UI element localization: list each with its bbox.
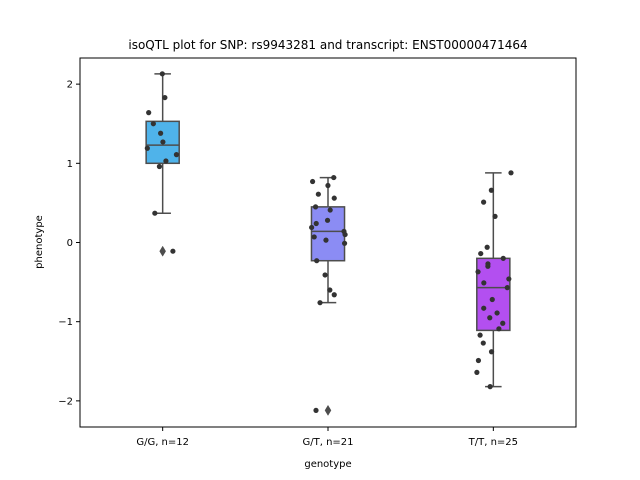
data-point xyxy=(496,326,502,332)
data-point xyxy=(327,287,333,293)
outlier-marker xyxy=(324,404,332,416)
data-point xyxy=(475,357,482,364)
data-point xyxy=(315,191,321,197)
x-axis-label: genotype xyxy=(304,459,351,470)
data-point xyxy=(477,332,483,338)
data-point xyxy=(323,237,329,243)
data-point xyxy=(173,152,180,158)
data-point xyxy=(342,231,348,238)
y-tick-label: 2 xyxy=(67,80,73,91)
plot-area xyxy=(144,71,514,416)
data-point xyxy=(313,220,319,227)
data-point xyxy=(488,349,495,355)
data-point xyxy=(322,272,328,278)
data-point xyxy=(484,244,490,250)
data-point xyxy=(494,310,500,316)
data-point xyxy=(312,204,319,210)
data-point xyxy=(331,292,337,298)
data-point xyxy=(487,315,493,321)
data-point xyxy=(341,240,348,246)
data-point xyxy=(481,280,487,286)
data-point xyxy=(331,195,337,201)
data-point xyxy=(156,163,163,170)
outlier-marker xyxy=(159,245,166,257)
box-group xyxy=(309,174,348,416)
data-point xyxy=(310,178,316,185)
data-point xyxy=(158,130,164,136)
data-point xyxy=(485,263,491,269)
data-point xyxy=(492,213,498,219)
data-point xyxy=(150,121,156,127)
data-point xyxy=(144,145,150,151)
data-point xyxy=(478,250,484,257)
data-point xyxy=(475,269,481,275)
data-point xyxy=(488,187,494,193)
data-point xyxy=(309,224,315,231)
data-point xyxy=(162,94,168,101)
data-point xyxy=(504,285,510,291)
y-tick-label: 1 xyxy=(67,159,73,170)
data-point xyxy=(481,199,487,205)
data-point xyxy=(500,320,506,326)
box-iqr xyxy=(476,257,511,332)
data-point xyxy=(311,234,317,240)
data-point xyxy=(500,255,506,261)
data-point xyxy=(474,369,480,375)
x-tick-label: G/G, n=12 xyxy=(136,437,189,448)
data-point xyxy=(159,71,165,77)
box-iqr xyxy=(310,206,346,262)
box-group xyxy=(474,170,514,390)
data-point xyxy=(487,384,493,390)
chart-title: isoQTL plot for SNP: rs9943281 and trans… xyxy=(128,38,527,52)
data-point xyxy=(506,276,512,282)
data-point xyxy=(313,407,319,413)
data-point xyxy=(146,110,152,116)
data-point xyxy=(324,217,331,223)
data-point xyxy=(170,248,176,254)
data-point xyxy=(480,340,486,346)
data-point xyxy=(327,207,333,213)
y-axis-label: phenotype xyxy=(34,215,45,269)
data-point xyxy=(331,174,337,181)
data-point xyxy=(314,258,320,264)
data-point xyxy=(325,182,331,189)
data-point xyxy=(317,300,323,306)
y-tick-label: 0 xyxy=(67,238,73,249)
data-point xyxy=(160,139,166,145)
data-point xyxy=(163,158,169,164)
data-point xyxy=(481,305,487,311)
x-tick-label: G/T, n=21 xyxy=(302,437,353,448)
y-tick-label: −2 xyxy=(58,396,73,407)
box-group xyxy=(144,71,180,257)
x-tick-label: T/T, n=25 xyxy=(468,437,518,448)
data-point xyxy=(152,210,158,216)
y-tick-label: −1 xyxy=(58,317,73,328)
data-point xyxy=(508,170,514,176)
data-point xyxy=(489,296,495,303)
